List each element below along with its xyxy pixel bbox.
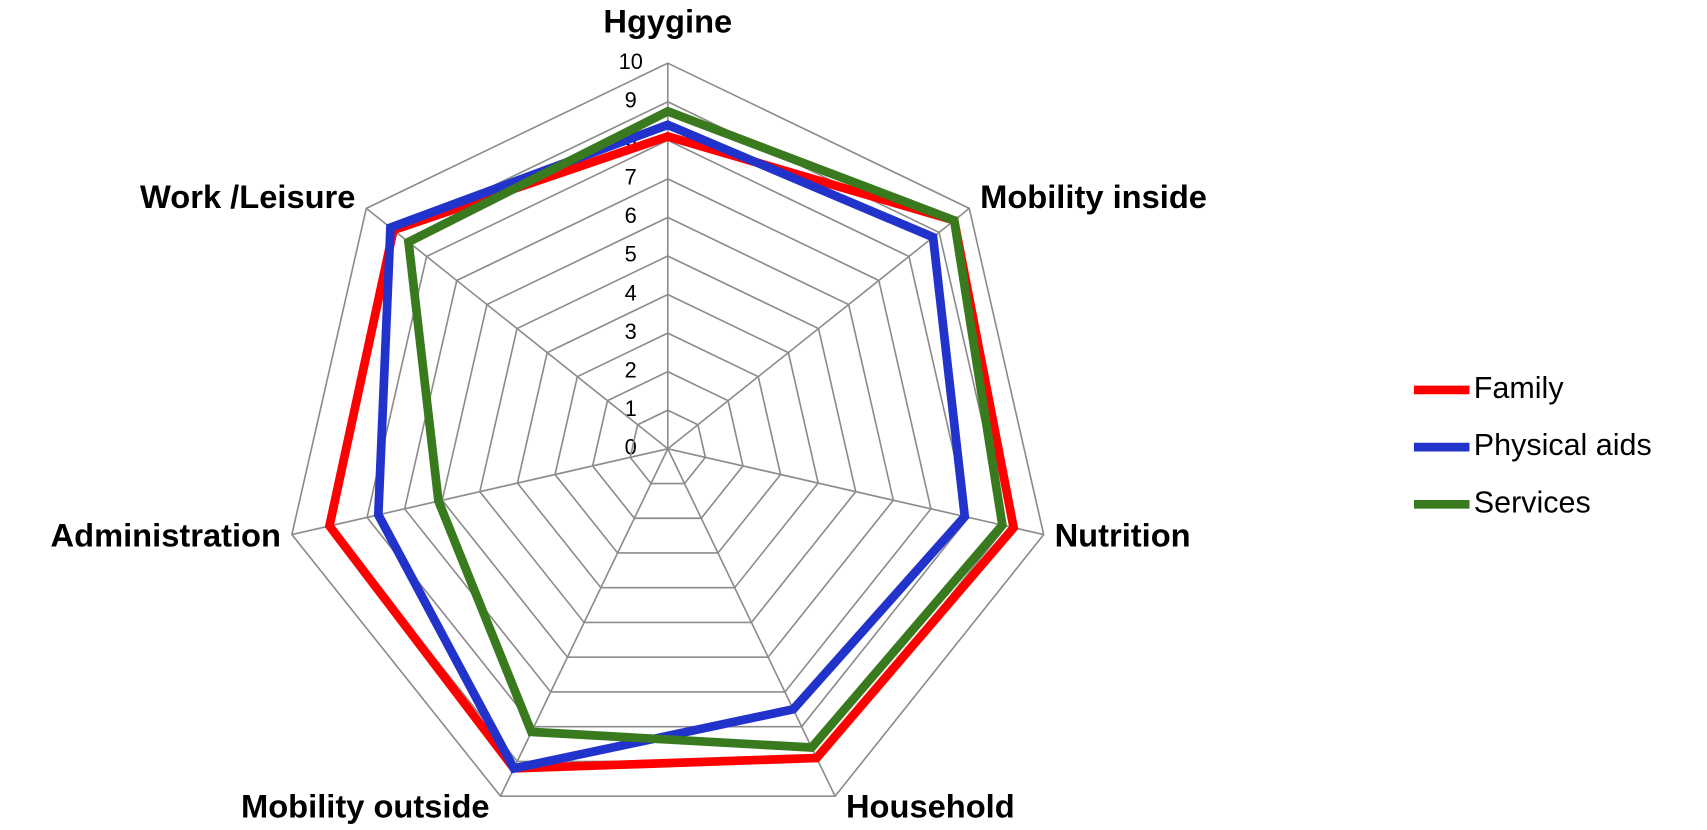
r-tick-label: 4 (625, 280, 637, 305)
r-tick-label: 3 (625, 319, 637, 344)
grid-ring (290, 62, 1045, 797)
r-tick-label: 1 (625, 396, 637, 421)
grid-ring (629, 409, 707, 485)
grid-ring (554, 332, 782, 554)
r-tick-label: 2 (625, 357, 637, 382)
legend-label: Family (1474, 371, 1565, 405)
spoke (667, 448, 836, 797)
category-label: Work /Leisure (140, 178, 355, 215)
category-label: Nutrition (1055, 516, 1191, 553)
category-label: Administration (51, 516, 281, 553)
r-tick-label: 6 (625, 203, 637, 228)
spoke (667, 447, 1044, 536)
r-tick-label: 9 (625, 87, 637, 112)
grid-ring (403, 177, 932, 693)
r-tick-label: 7 (625, 165, 637, 190)
r-tick-label: 5 (625, 242, 637, 267)
category-label: Mobility inside (980, 178, 1207, 215)
category-label: Hgygine (603, 3, 732, 40)
spoke (365, 207, 669, 450)
grid-ring (591, 370, 744, 520)
grid-ring (478, 255, 857, 624)
series-line (403, 106, 1007, 753)
spoke (667, 207, 970, 450)
grid-ring (441, 216, 895, 659)
category-label: Mobility outside (241, 788, 490, 825)
grid-ring (516, 293, 820, 589)
r-tick-label: 10 (619, 49, 643, 74)
spoke (499, 448, 669, 797)
spoke (291, 447, 668, 536)
category-label: Household (846, 788, 1015, 825)
legend-label: Physical aids (1474, 428, 1652, 462)
legend-label: Services (1474, 485, 1591, 519)
